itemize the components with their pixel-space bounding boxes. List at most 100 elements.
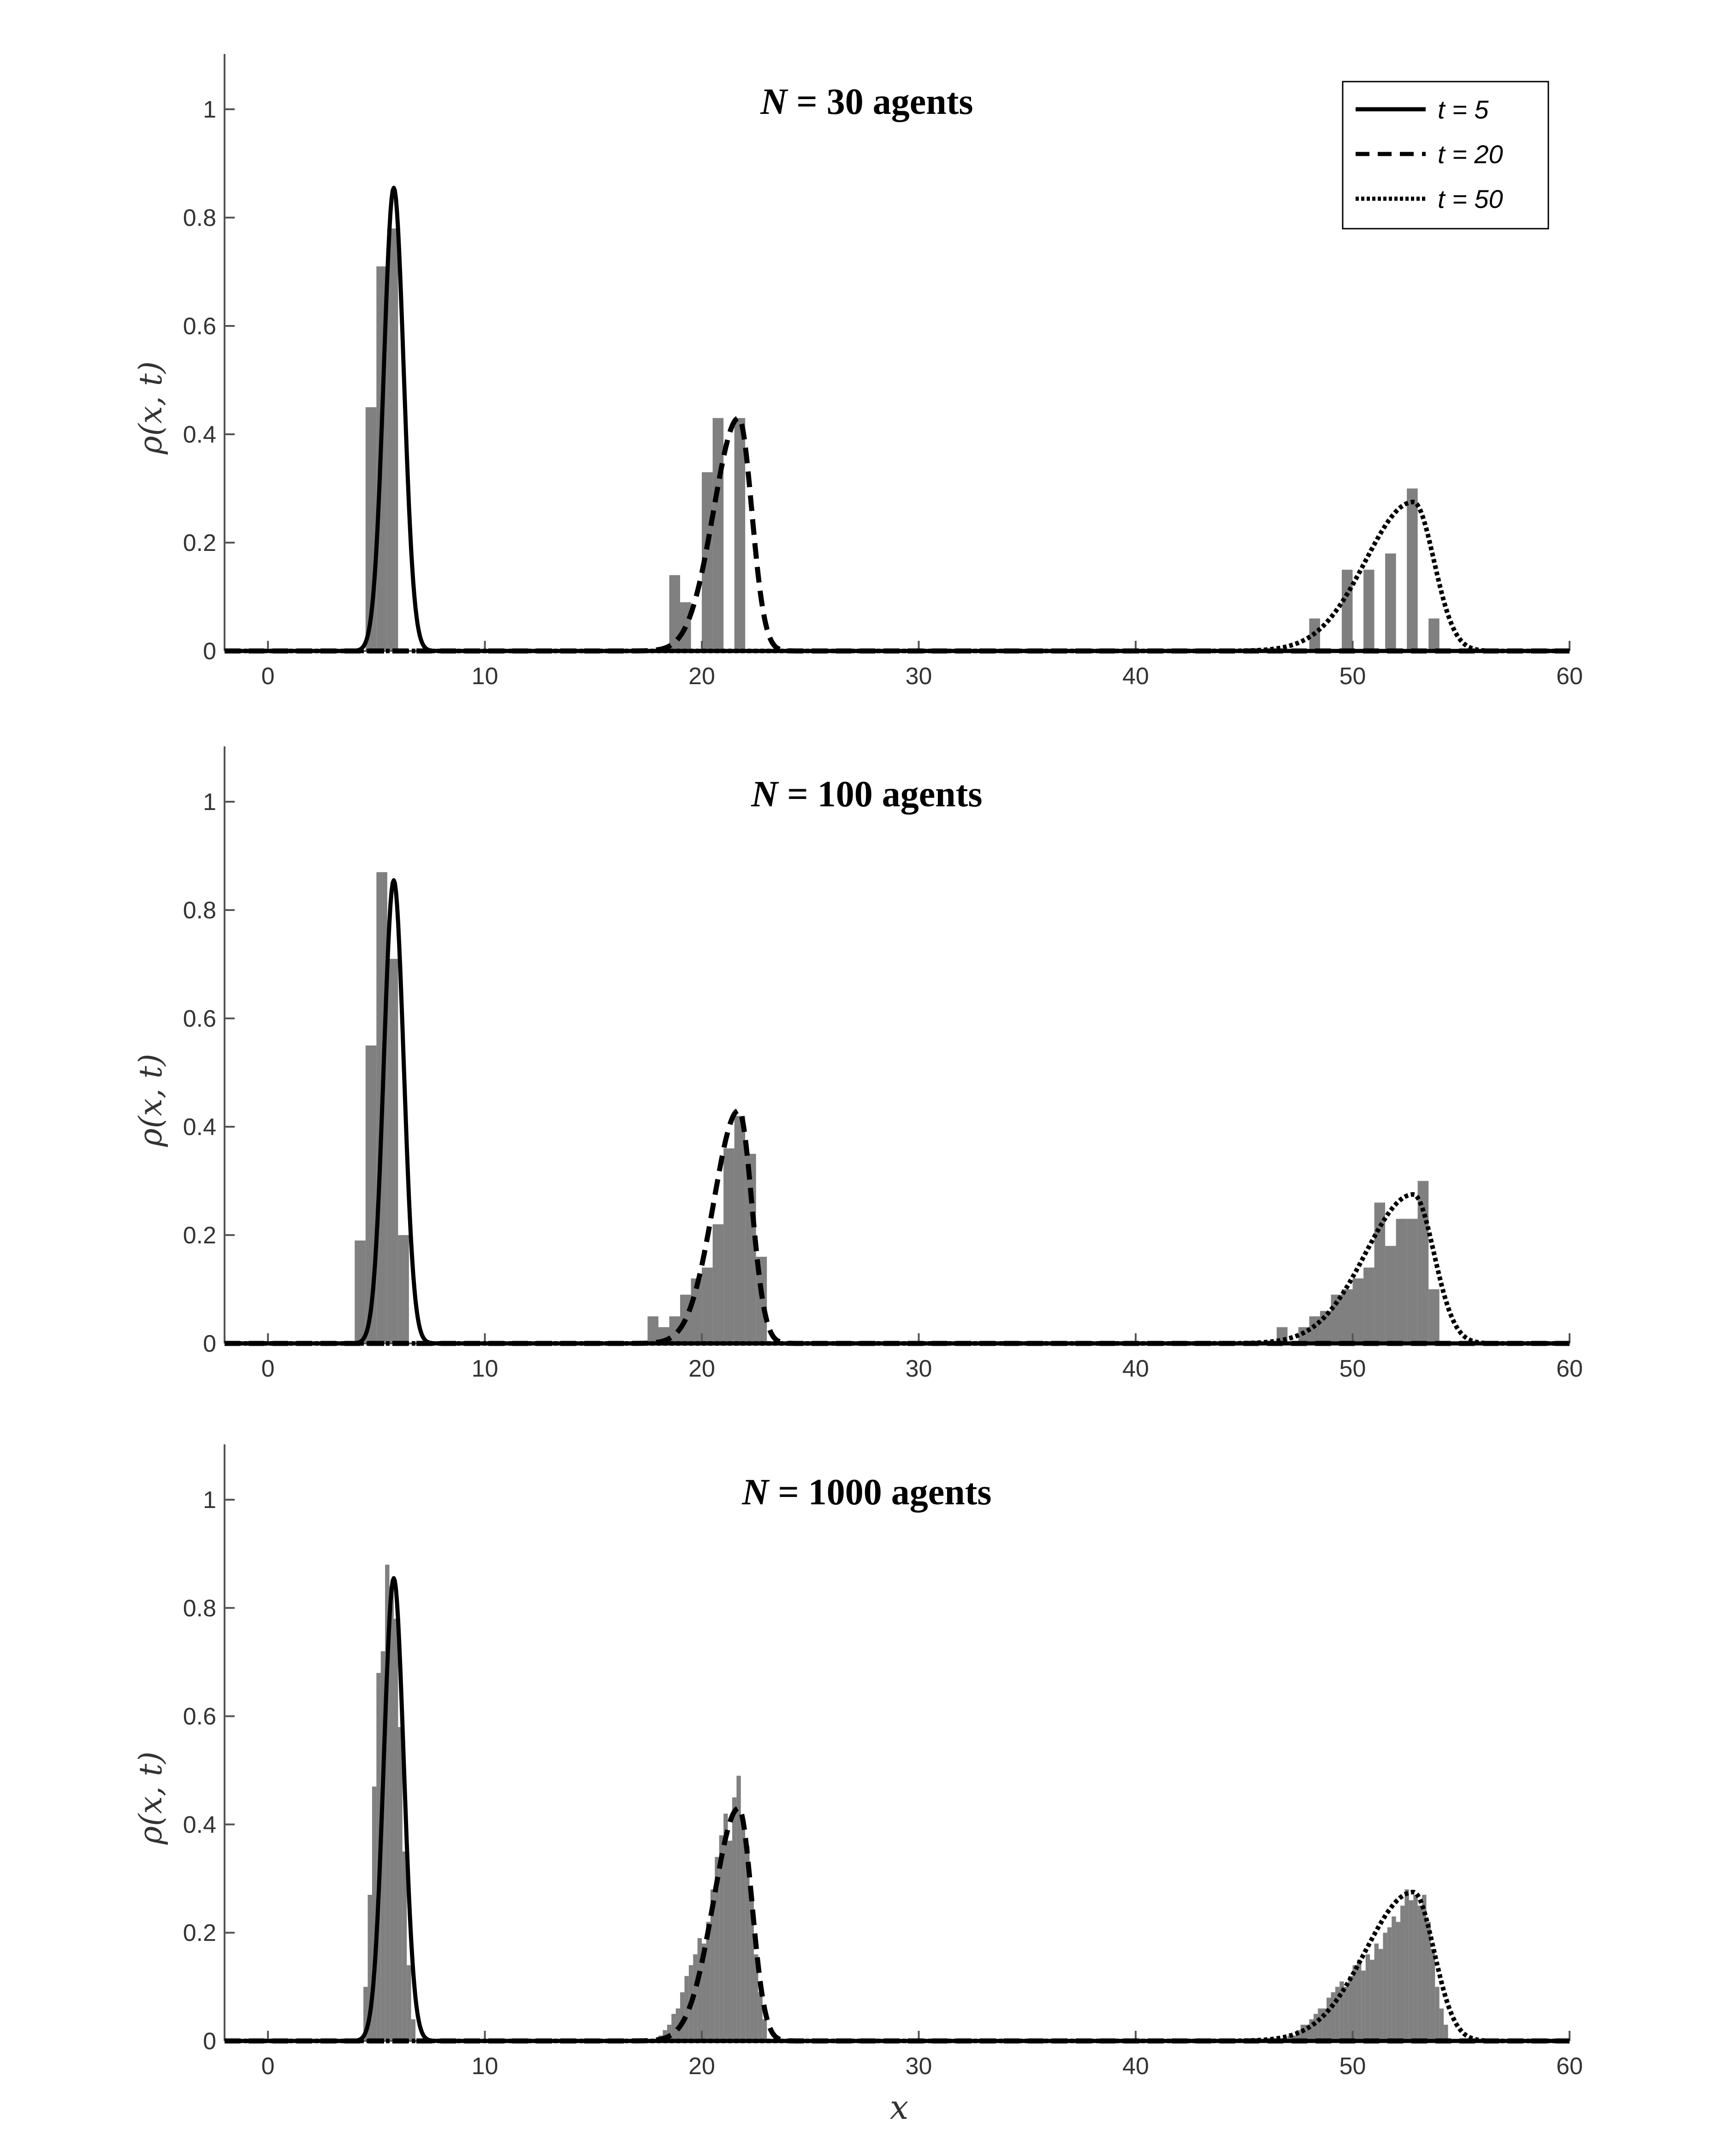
histogram-bar bbox=[1296, 2030, 1301, 2041]
histogram-bar bbox=[1339, 1981, 1344, 2041]
histogram-bar bbox=[363, 1987, 368, 2041]
y-axis-label: ρ(x, t) bbox=[133, 1751, 169, 1845]
histogram-bar bbox=[1409, 1900, 1414, 2041]
y-tick-label: 0.8 bbox=[183, 1595, 216, 1622]
curves bbox=[223, 1576, 1571, 2044]
histogram-bar bbox=[1352, 1278, 1364, 1343]
curves bbox=[223, 878, 1571, 1346]
histogram-bar bbox=[741, 1824, 746, 2041]
y-tick-label: 0.2 bbox=[183, 1920, 216, 1946]
legend-label: t = 5 bbox=[1438, 95, 1489, 124]
histogram-bar bbox=[402, 1851, 407, 2041]
curves bbox=[223, 185, 1571, 654]
x-tick-label: 0 bbox=[261, 1355, 275, 1382]
histogram-bar bbox=[1385, 1246, 1396, 1343]
histogram-bar bbox=[372, 1786, 377, 2041]
x-tick-label: 20 bbox=[688, 663, 715, 690]
histogram-bar bbox=[1428, 1289, 1440, 1343]
y-tick-label: 1 bbox=[203, 1487, 216, 1514]
y-axis-label: ρ(x, t) bbox=[133, 1054, 169, 1147]
y-tick-label: 0.4 bbox=[183, 1811, 216, 1838]
y-tick-label: 0 bbox=[203, 638, 216, 665]
histogram-bar bbox=[712, 418, 724, 651]
histogram-bar bbox=[1396, 1922, 1401, 2041]
y-tick-label: 0 bbox=[203, 2028, 216, 2055]
x-tick-label: 0 bbox=[261, 663, 275, 690]
x-tick-label: 30 bbox=[906, 663, 932, 690]
y-tick-label: 0.2 bbox=[183, 1222, 216, 1249]
histogram-bar bbox=[1435, 1987, 1440, 2041]
histogram-bar bbox=[1341, 1289, 1353, 1343]
legend-entry: t = 5 bbox=[1356, 95, 1489, 124]
histogram-bar bbox=[1392, 1916, 1396, 2041]
histogram-bar bbox=[393, 1619, 398, 2041]
legend: t = 5 t = 20 t = 50 bbox=[1342, 81, 1549, 230]
legend-entry: t = 20 bbox=[1356, 140, 1503, 169]
x-tick-label: 60 bbox=[1556, 2053, 1583, 2080]
x-tick-label: 60 bbox=[1556, 1355, 1583, 1382]
x-tick-label: 50 bbox=[1339, 663, 1366, 690]
y-axis-label: ρ(x, t) bbox=[133, 361, 169, 455]
histogram-bar bbox=[734, 418, 746, 651]
density-curve-dotted bbox=[223, 1890, 1571, 2043]
panel-n1000: 0 10 20 30 40 50 60 0 0.2 0.4 0.6 0.8 1 N = 1000 age… bbox=[133, 1444, 1583, 2080]
histogram-bar bbox=[706, 1922, 711, 2041]
histogram-bar bbox=[680, 1992, 685, 2041]
histogram-bar bbox=[1365, 1954, 1370, 2041]
y-tick-label: 0.6 bbox=[183, 1703, 216, 1730]
histogram-bar bbox=[1318, 2008, 1322, 2041]
histogram-bar bbox=[719, 1835, 724, 2041]
x-tick-label: 30 bbox=[906, 1355, 932, 1382]
axes: 0 10 20 30 40 50 60 0 0.2 0.4 0.6 0.8 1 bbox=[183, 1444, 1583, 2080]
histogram-bar bbox=[387, 228, 398, 651]
x-tick-label: 20 bbox=[688, 1355, 715, 1382]
histogram-bar bbox=[1385, 553, 1396, 651]
histogram-bar bbox=[723, 1148, 735, 1343]
x-axis-label: x bbox=[890, 2088, 909, 2127]
histogram-bar bbox=[1348, 1976, 1353, 2041]
panel-title: N = 100 agents bbox=[751, 774, 982, 815]
panel-n30: 0 10 20 30 40 50 60 0 0.2 0.4 0.6 0.8 1 N = 30 agent… bbox=[133, 54, 1583, 690]
histogram-bar bbox=[1417, 1905, 1422, 2041]
histogram-bar bbox=[1444, 2024, 1448, 2041]
histogram-bar bbox=[1400, 1905, 1405, 2041]
histogram-bar bbox=[702, 1267, 713, 1343]
histogram-bar bbox=[736, 1775, 741, 2041]
x-tick-label: 20 bbox=[688, 2053, 715, 2080]
x-tick-label: 0 bbox=[261, 2053, 275, 2080]
y-tick-label: 0.6 bbox=[183, 1005, 216, 1032]
x-tick-label: 60 bbox=[1556, 663, 1583, 690]
histogram-bar bbox=[1327, 1998, 1331, 2041]
histogram-bar bbox=[1361, 1970, 1366, 2041]
histogram-bar bbox=[732, 1797, 737, 2041]
histogram-bar bbox=[1322, 2008, 1327, 2041]
legend-entry: t = 50 bbox=[1356, 184, 1503, 213]
histogram-bar bbox=[723, 1813, 728, 2041]
histogram-bar bbox=[1374, 1943, 1379, 2041]
histogram-bar bbox=[380, 1651, 385, 2041]
histogram-bar bbox=[758, 1992, 763, 2041]
histogram-bar bbox=[1331, 1295, 1342, 1343]
y-tick-label: 1 bbox=[203, 789, 216, 816]
x-tick-label: 30 bbox=[906, 2053, 932, 2080]
x-tick-label: 50 bbox=[1339, 1355, 1366, 1382]
histogram-bar bbox=[355, 1240, 366, 1343]
histogram-bar bbox=[1331, 1992, 1335, 2041]
histogram-bar bbox=[1357, 1959, 1362, 2041]
histogram-bar bbox=[1370, 1959, 1375, 2041]
histogram-bar bbox=[669, 1316, 681, 1343]
histogram-bar bbox=[367, 1895, 372, 2041]
histogram-bar bbox=[671, 2014, 676, 2041]
histogram-bar bbox=[697, 1938, 702, 2041]
histogram-bar bbox=[702, 1943, 706, 2041]
histogram-bar bbox=[1378, 1949, 1383, 2041]
histogram-bar bbox=[680, 1295, 691, 1343]
panel-title: N = 1000 agents bbox=[741, 1472, 991, 1513]
x-tick-label: 10 bbox=[472, 1355, 498, 1382]
x-tick-label: 10 bbox=[472, 663, 498, 690]
histogram-bar bbox=[1383, 1933, 1387, 2041]
histogram-bar bbox=[1430, 1949, 1435, 2041]
histogram-bar bbox=[680, 602, 691, 651]
histogram-bar bbox=[1341, 569, 1353, 651]
